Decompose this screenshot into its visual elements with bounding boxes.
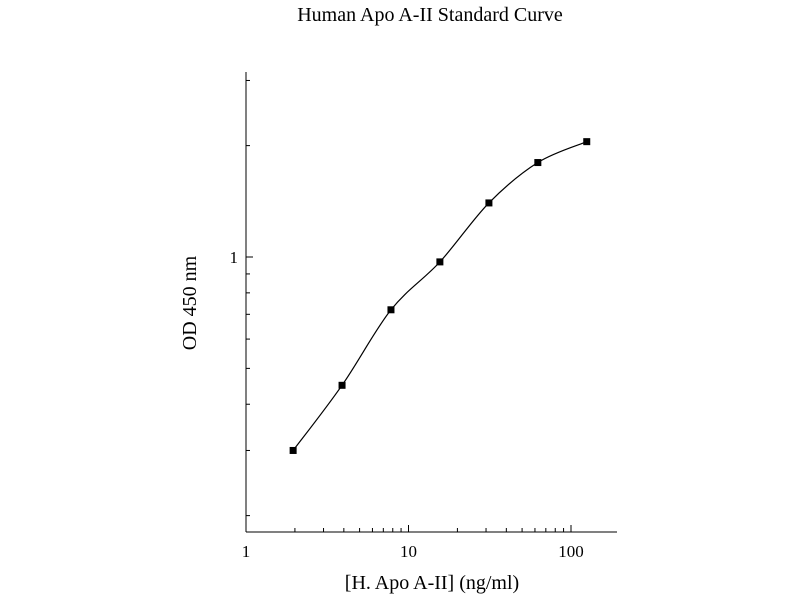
- data-point-marker: [485, 199, 493, 207]
- fit-curve: [292, 141, 587, 451]
- data-point-marker: [583, 138, 591, 146]
- data-point-marker: [289, 446, 297, 454]
- y-axis-ticks: [246, 79, 253, 517]
- data-points: [289, 138, 591, 454]
- x-axis-label: [H. Apo A-II] (ng/ml): [345, 572, 519, 594]
- x-tick-label: 10: [400, 542, 417, 561]
- data-point-marker: [436, 258, 444, 266]
- x-axis-ticks: [245, 525, 572, 532]
- y-axis-label: OD 450 nm: [179, 255, 201, 350]
- y-axis-tick-labels: 1: [230, 248, 239, 267]
- data-point-marker: [534, 159, 542, 167]
- x-axis-tick-labels: 1 10 100: [242, 542, 584, 561]
- x-tick-label: 1: [242, 542, 251, 561]
- data-point-marker: [387, 306, 395, 314]
- x-tick-label: 100: [558, 542, 584, 561]
- data-point-marker: [338, 381, 346, 389]
- y-tick-label: 1: [230, 248, 239, 267]
- chart-title: Human Apo A-II Standard Curve: [297, 4, 563, 26]
